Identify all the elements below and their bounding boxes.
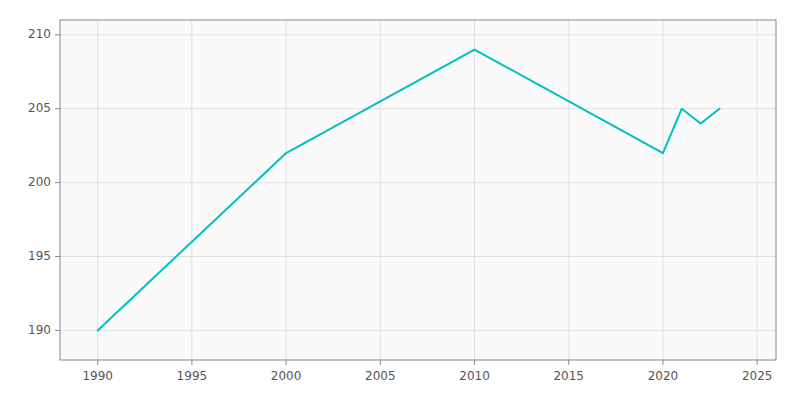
x-tick-label: 2005: [365, 369, 396, 383]
chart-svg: 1990 1995 2000 2005 2010 2015 2020 2025 190 195 20…: [0, 0, 800, 400]
y-tick: [55, 330, 60, 331]
y-tick-label: 200: [28, 175, 51, 189]
plot-frame: [60, 20, 776, 360]
plot-background: [60, 20, 776, 360]
y-grid-line: [60, 330, 776, 331]
x-tick: [97, 360, 98, 365]
x-grid-line: [757, 20, 758, 360]
grid: [55, 20, 776, 365]
data-group: [98, 50, 720, 331]
y-tick-label: 195: [28, 249, 51, 263]
x-grid-line: [380, 20, 381, 360]
x-tick: [757, 360, 758, 365]
x-grid-line: [191, 20, 192, 360]
y-tick: [55, 256, 60, 257]
x-tick-label: 1990: [82, 369, 113, 383]
y-tick-label: 205: [28, 101, 51, 115]
y-tick-label: 190: [28, 323, 51, 337]
x-tick-label: 2000: [271, 369, 302, 383]
y-grid-line: [60, 34, 776, 35]
x-tick-label: 2020: [648, 369, 679, 383]
x-tick-label: 2010: [459, 369, 490, 383]
x-grid-line: [474, 20, 475, 360]
x-grid-line: [286, 20, 287, 360]
data-line: [98, 50, 720, 331]
x-grid-line: [97, 20, 98, 360]
x-grid-line: [662, 20, 663, 360]
x-tick: [568, 360, 569, 365]
x-tick: [286, 360, 287, 365]
x-tick-label: 1995: [177, 369, 208, 383]
x-tick-label: 2025: [742, 369, 773, 383]
y-tick: [55, 108, 60, 109]
x-tick: [191, 360, 192, 365]
y-grid-line: [60, 256, 776, 257]
chart-container: 1990 1995 2000 2005 2010 2015 2020 2025 190 195 20…: [0, 0, 800, 400]
y-grid-line: [60, 108, 776, 109]
tick-labels: 1990 1995 2000 2005 2010 2015 2020 2025 190 195 20…: [28, 27, 772, 383]
x-tick: [474, 360, 475, 365]
y-tick: [55, 182, 60, 183]
x-grid-line: [568, 20, 569, 360]
x-tick: [380, 360, 381, 365]
y-tick-label: 210: [28, 27, 51, 41]
y-grid-line: [60, 182, 776, 183]
x-tick-label: 2015: [553, 369, 584, 383]
y-tick: [55, 34, 60, 35]
x-tick: [662, 360, 663, 365]
